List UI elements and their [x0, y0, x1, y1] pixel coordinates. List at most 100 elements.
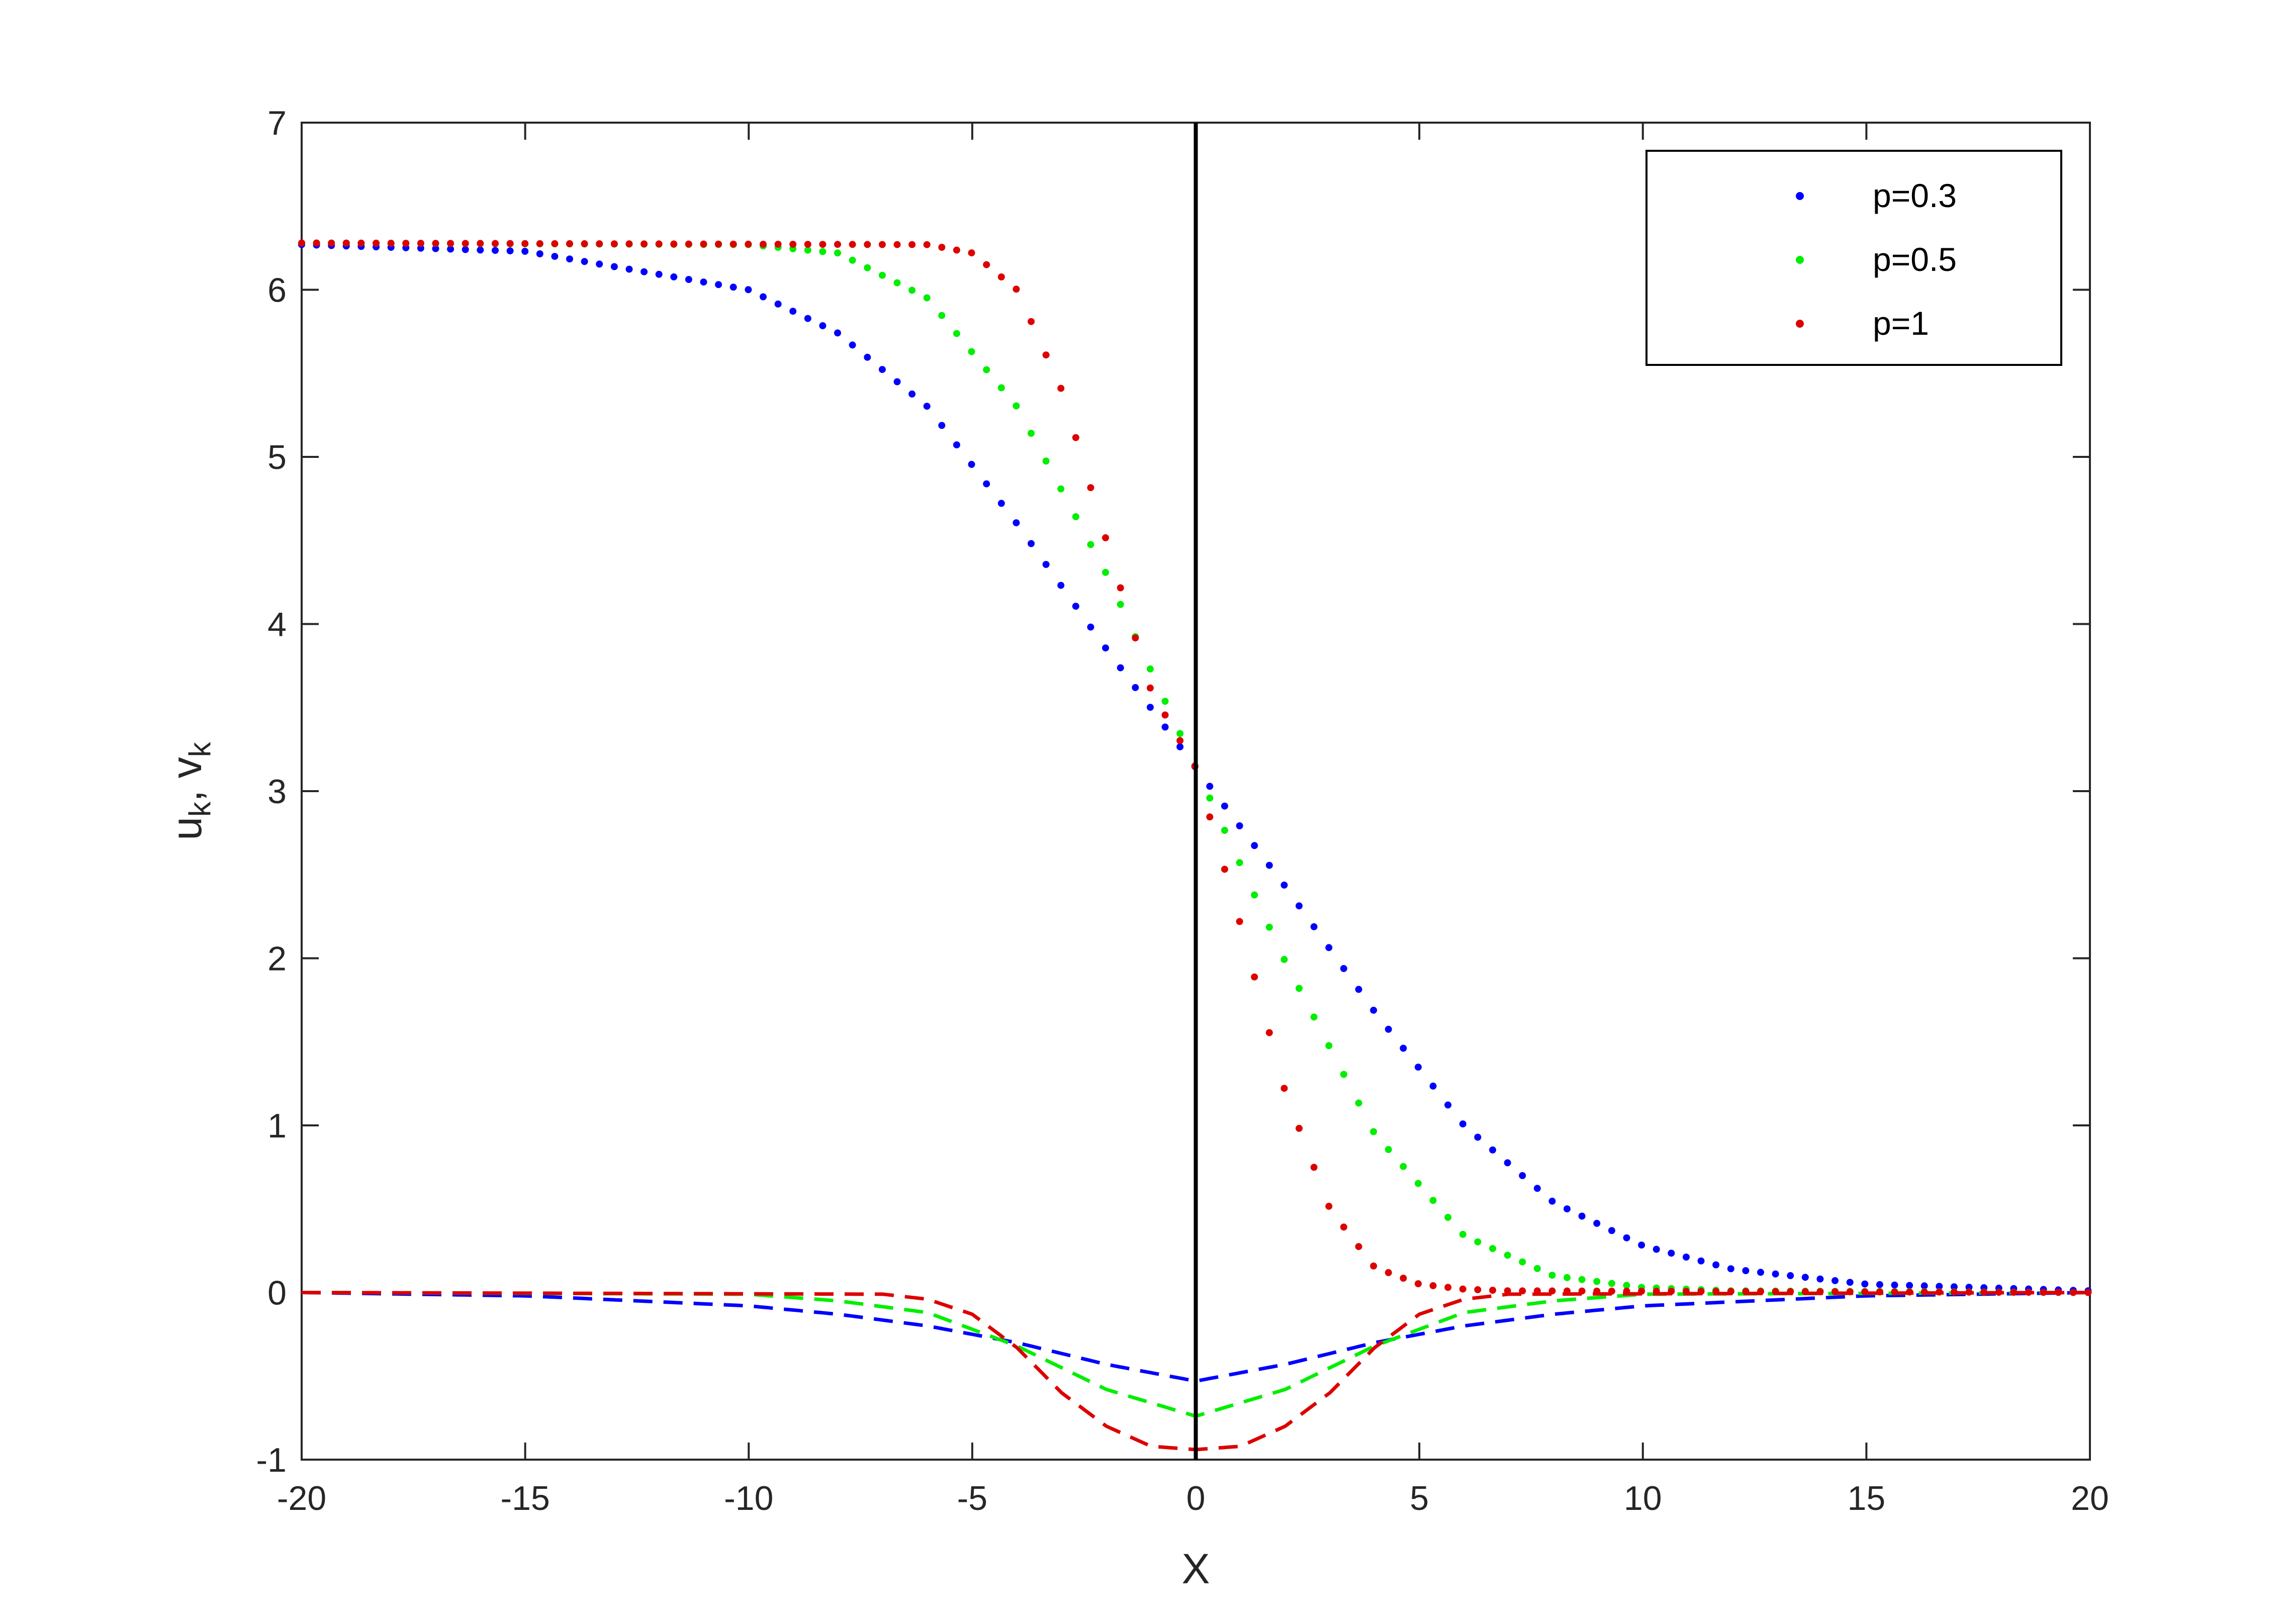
series-point	[1816, 1288, 1824, 1295]
series-point	[1310, 1164, 1318, 1171]
series-point	[849, 256, 856, 264]
series-point	[893, 378, 901, 386]
legend-marker	[1796, 320, 1804, 328]
series-point	[1742, 1288, 1750, 1295]
series-point	[804, 315, 811, 322]
series-point	[1102, 644, 1109, 652]
series-point	[1072, 513, 1079, 520]
series-point	[789, 308, 797, 315]
series-point	[1653, 1288, 1660, 1295]
y-tick-label: 6	[267, 271, 287, 310]
series-point	[715, 281, 722, 289]
series-point	[2084, 1289, 2092, 1296]
x-tick-label: 10	[1624, 1479, 1662, 1517]
series-point	[1400, 1163, 1407, 1170]
series-point	[1772, 1270, 1779, 1278]
series-point	[1042, 561, 1050, 568]
series-point	[1176, 730, 1184, 737]
y-tick-label: 3	[267, 773, 287, 811]
series-point	[685, 276, 692, 283]
series-point	[1370, 1128, 1378, 1135]
series-point	[983, 261, 990, 268]
series-point	[1950, 1283, 1958, 1291]
series-point	[402, 240, 410, 247]
x-tick-label: -20	[277, 1479, 326, 1517]
series-point	[387, 239, 395, 247]
series-point	[1578, 1276, 1586, 1283]
series-point	[551, 253, 559, 260]
series-point	[1459, 1285, 1467, 1293]
series-point	[1251, 842, 1258, 849]
series-point	[923, 294, 931, 302]
series-point	[506, 240, 514, 247]
series-point	[1891, 1281, 1898, 1289]
series-point	[1668, 1250, 1675, 1257]
series-point	[968, 249, 975, 257]
series-point	[1013, 285, 1020, 293]
series-point	[968, 460, 975, 468]
series-point	[1355, 1099, 1362, 1107]
y-axis-label-separator: , v	[163, 757, 210, 802]
series-point	[1474, 1286, 1482, 1293]
series-point	[1072, 434, 1079, 441]
series-point	[2025, 1289, 2032, 1296]
series-point	[1459, 1230, 1467, 1238]
series-point	[1504, 1287, 1511, 1295]
series-point	[462, 240, 469, 247]
legend-marker	[1796, 256, 1804, 264]
series-point	[729, 283, 737, 291]
series-point	[1206, 783, 1214, 790]
series-point	[1340, 1071, 1347, 1078]
series-point	[1385, 1025, 1392, 1033]
series-point	[700, 278, 707, 286]
series-point	[373, 239, 380, 247]
series-point	[1087, 541, 1094, 548]
series-point	[789, 241, 797, 248]
series-point	[477, 240, 484, 247]
series-point	[328, 239, 335, 247]
series-point	[1801, 1288, 1809, 1295]
series-point	[1265, 862, 1273, 869]
series-point	[983, 480, 990, 488]
series-point	[1489, 1287, 1496, 1294]
series-point	[1087, 484, 1094, 492]
series-point	[1400, 1275, 1407, 1282]
series-point	[1117, 664, 1124, 672]
series-point	[1042, 351, 1050, 359]
series-point	[1504, 1252, 1511, 1259]
series-point	[834, 241, 841, 248]
series-point	[1013, 519, 1020, 527]
series-point	[342, 239, 350, 247]
series-point	[997, 273, 1005, 280]
series-point	[1251, 891, 1258, 899]
series-point	[1087, 623, 1094, 631]
series-point	[1444, 1284, 1452, 1291]
series-point	[1489, 1146, 1496, 1154]
series-point	[447, 240, 454, 247]
series-point	[1891, 1288, 1898, 1296]
x-tick-label: 15	[1848, 1479, 1886, 1517]
legend-label: p=0.3	[1873, 177, 1957, 214]
series-point	[566, 255, 573, 263]
y-tick-label: 0	[267, 1274, 287, 1312]
series-point	[1459, 1120, 1467, 1128]
series-point	[432, 245, 439, 252]
y-axis-label-main: u	[163, 817, 210, 840]
series-point	[1548, 1272, 1556, 1279]
series-point	[1936, 1288, 1943, 1296]
series-point	[1161, 723, 1169, 731]
series-point	[1132, 684, 1139, 691]
series-point	[357, 239, 365, 247]
series-point	[1028, 430, 1035, 437]
series-point	[1296, 1124, 1303, 1132]
series-point	[1370, 1262, 1378, 1270]
series-point	[581, 240, 588, 247]
series-point	[1280, 956, 1288, 963]
series-point	[819, 241, 827, 248]
series-point	[298, 239, 305, 247]
series-point	[1325, 1042, 1333, 1049]
series-point	[1236, 859, 1243, 867]
series-point	[670, 240, 678, 248]
series-point	[1296, 985, 1303, 992]
series-point	[1861, 1280, 1869, 1288]
